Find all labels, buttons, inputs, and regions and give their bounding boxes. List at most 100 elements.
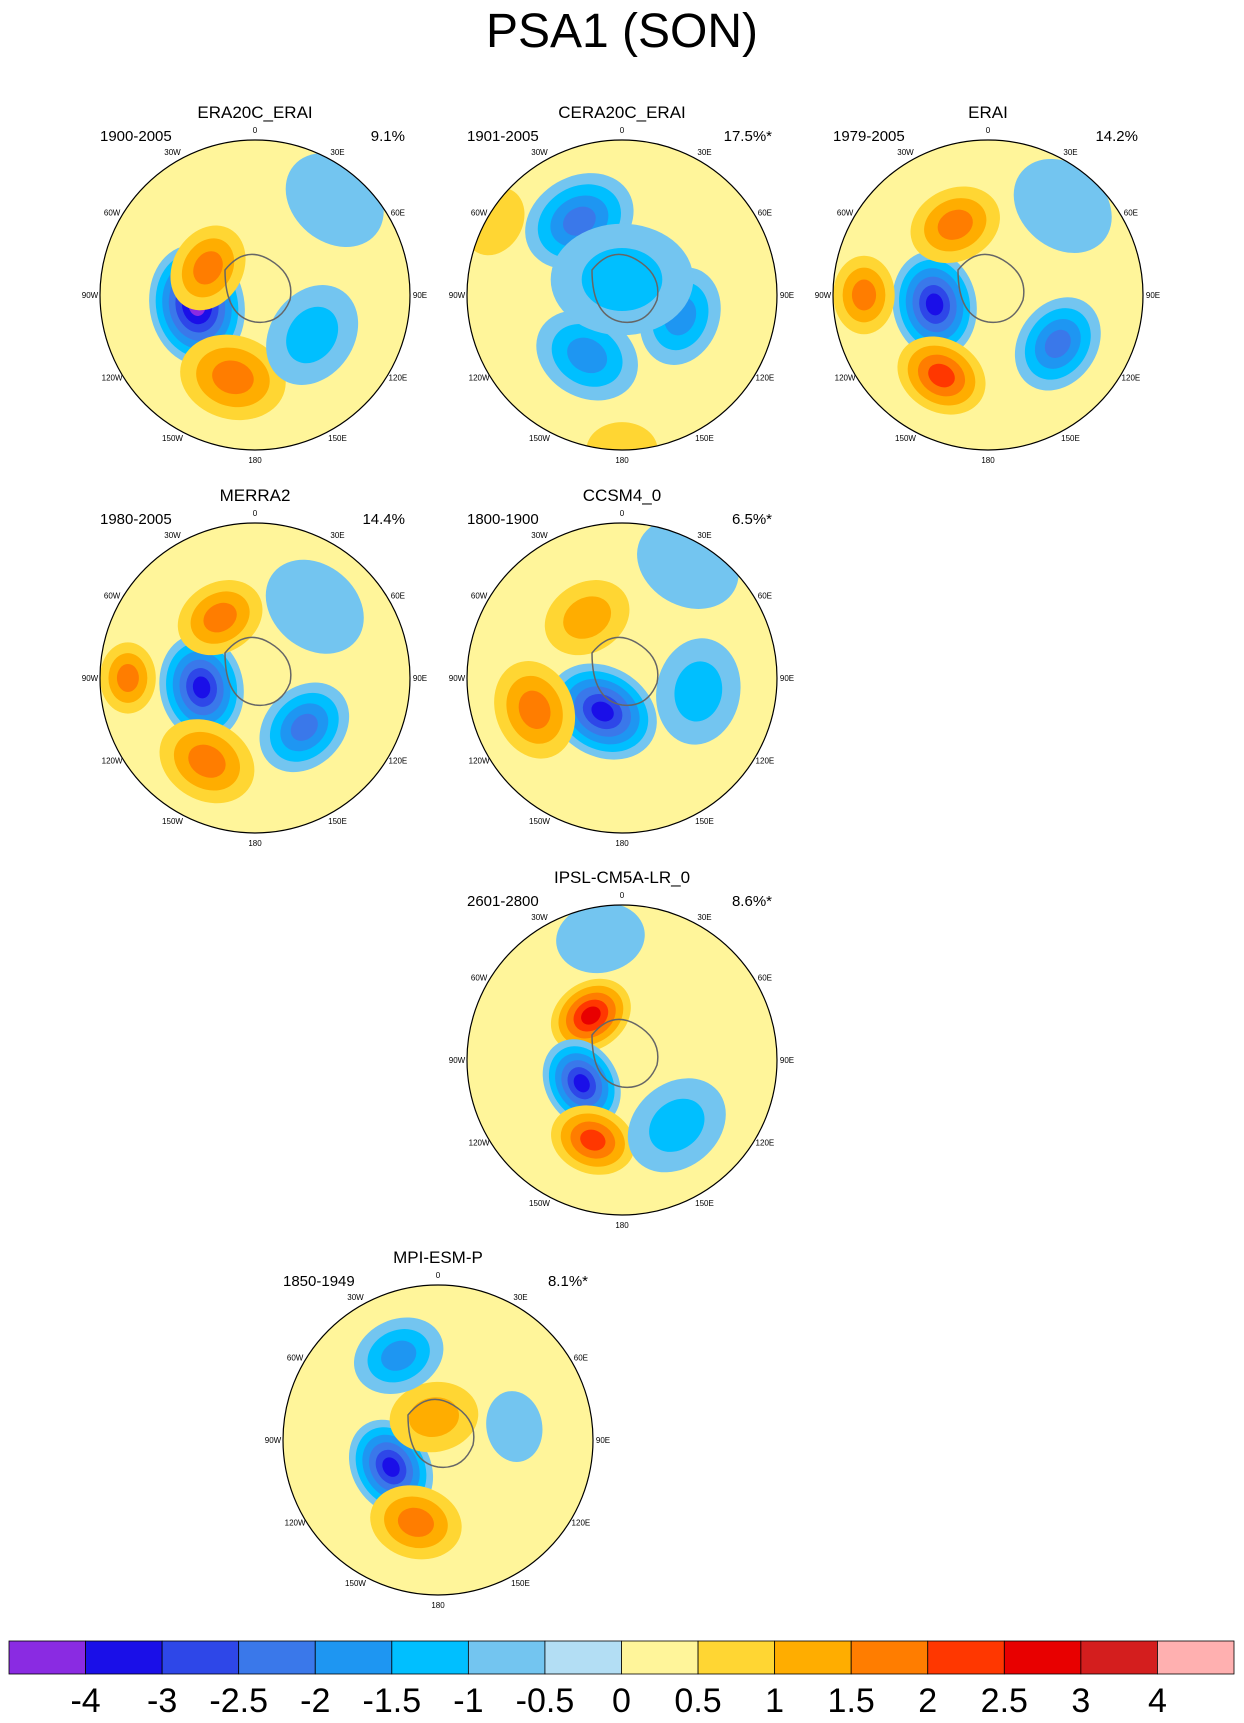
lon-label: 90E xyxy=(780,674,794,683)
lon-label: 60E xyxy=(391,209,405,218)
colorbar-swatch xyxy=(697,1640,776,1675)
contour-field xyxy=(467,905,777,1215)
coastline xyxy=(957,253,1025,324)
lon-label: 90W xyxy=(449,291,466,300)
contour-neg-3-2 xyxy=(381,1340,417,1371)
lon-label: 120E xyxy=(756,374,775,383)
colorbar-swatch xyxy=(238,1640,316,1675)
lon-label: 120E xyxy=(389,374,408,383)
colorbar-swatch xyxy=(85,1640,163,1675)
contour-neg-3-1 xyxy=(286,306,339,364)
panel-variance: 8.6%* xyxy=(732,893,772,910)
lon-label: 60W xyxy=(104,592,121,601)
contour-neg-5-0 xyxy=(265,559,364,654)
lon-label: 0 xyxy=(620,126,625,135)
lon-label: 0 xyxy=(620,891,625,900)
colorbar-tick-label: -1 xyxy=(453,1682,483,1720)
panel-ipsl-cm5a-lr-0: 0 30E 60E 90E 120E 150E 180 150W 120W 90W 60W 30W IP… xyxy=(449,868,794,1230)
lon-label: 30E xyxy=(330,531,344,540)
panel-ccsm4-0: 0 30E 60E 90E 120E 150E 180 150W 120W 90W 60W 30W CC… xyxy=(449,486,794,848)
lon-label: 30E xyxy=(1063,148,1077,157)
lon-label: 60W xyxy=(471,974,488,983)
lon-label: 90W xyxy=(449,674,466,683)
contour-pos-1-2 xyxy=(518,690,551,730)
colorbar-swatch xyxy=(314,1640,393,1675)
lon-label: 150W xyxy=(529,817,550,826)
lon-label: 120W xyxy=(469,1139,490,1148)
lon-label: 150E xyxy=(328,817,347,826)
lon-label: 30E xyxy=(513,1293,527,1302)
colorbar-swatch xyxy=(1003,1640,1082,1675)
panel-period: 1901-2005 xyxy=(467,128,539,145)
contour-field xyxy=(467,140,777,450)
lon-label: 90E xyxy=(780,1056,794,1065)
lon-label: 60E xyxy=(758,592,772,601)
lon-label: 60E xyxy=(758,209,772,218)
panel-title: CCSM4_0 xyxy=(583,486,661,505)
coastline xyxy=(407,1398,475,1469)
lon-label: 150E xyxy=(695,1199,714,1208)
panel-period: 1900-2005 xyxy=(100,128,172,145)
lon-label: 0 xyxy=(253,509,258,518)
contour-pos-2-1 xyxy=(408,1397,460,1438)
lon-label: 60E xyxy=(391,592,405,601)
colorbar-swatch xyxy=(1080,1640,1158,1675)
lon-label: 90W xyxy=(449,1056,466,1065)
lon-label: 90E xyxy=(413,674,427,683)
lon-label: 150W xyxy=(345,1579,366,1588)
colorbar-tick-label: -3 xyxy=(147,1682,177,1720)
panel-period: 1800-1900 xyxy=(467,511,539,528)
lon-label: 150E xyxy=(695,434,714,443)
colorbar-tick-label: -2.5 xyxy=(209,1682,268,1720)
colorbar-tick-label: 0.5 xyxy=(674,1682,721,1720)
lon-label: 30E xyxy=(697,531,711,540)
contour-pos-2-3 xyxy=(580,1129,606,1151)
panel-variance: 14.2% xyxy=(1095,128,1138,145)
map-border xyxy=(466,139,778,451)
lon-label: 30W xyxy=(164,148,181,157)
map-border xyxy=(282,1284,594,1596)
panel-title: CERA20C_ERAI xyxy=(558,103,686,122)
contour-neg-4-3 xyxy=(290,713,318,741)
colorbar-tick-label: 3 xyxy=(1071,1682,1090,1720)
panel-period: 1979-2005 xyxy=(833,128,905,145)
lon-label: 0 xyxy=(436,1271,441,1280)
colorbar-swatch xyxy=(544,1640,622,1675)
lon-label: 90E xyxy=(413,291,427,300)
lon-label: 30W xyxy=(531,913,548,922)
lon-label: 60E xyxy=(1124,209,1138,218)
panel-variance: 6.5%* xyxy=(732,511,772,528)
coastline xyxy=(591,636,659,707)
map-border xyxy=(99,522,411,834)
contour-pos-1-3 xyxy=(928,363,955,388)
panel-variance: 9.1% xyxy=(371,128,405,145)
lon-label: 60W xyxy=(104,209,121,218)
lon-label: 30W xyxy=(531,531,548,540)
lon-label: 90W xyxy=(265,1436,282,1445)
lon-label: 30E xyxy=(697,913,711,922)
lon-label: 150E xyxy=(328,434,347,443)
lon-label: 120W xyxy=(469,374,490,383)
panel-variance: 8.1%* xyxy=(548,1273,588,1290)
contour-neg-4-3 xyxy=(1044,329,1071,358)
contour-pos-0-4 xyxy=(581,1006,601,1025)
figure-title: PSA1 (SON) xyxy=(485,5,759,58)
contour-neg-5-0 xyxy=(1013,158,1112,253)
contour-neg-0-3 xyxy=(562,206,596,236)
coastline xyxy=(224,636,292,707)
panel-period: 2601-2800 xyxy=(467,893,539,910)
contour-neg-4-0 xyxy=(556,905,645,974)
lon-label: 150W xyxy=(529,1199,550,1208)
contour-neg-0-5 xyxy=(192,676,211,699)
panel-cera20c-erai: 0 30E 60E 90E 120E 150E 180 150W 120W 90W 60W 30W CE… xyxy=(449,103,794,465)
lon-label: 30W xyxy=(164,531,181,540)
panel-erai: 0 30E 60E 90E 120E 150E 180 150W 120W 90W 60W 30W ER… xyxy=(815,103,1160,465)
map-border xyxy=(466,904,778,1216)
panel-variance: 17.5%* xyxy=(724,128,773,145)
contour-pos-1-2 xyxy=(188,744,226,778)
lon-label: 60W xyxy=(471,592,488,601)
lon-label: 180 xyxy=(615,1221,629,1230)
lon-label: 120W xyxy=(469,757,490,766)
lon-label: 120W xyxy=(102,374,123,383)
contour-pos-2-2 xyxy=(203,602,237,633)
